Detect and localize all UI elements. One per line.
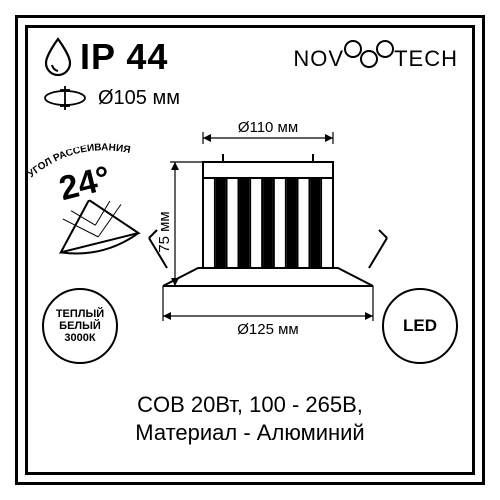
- ip-rating: IP 44: [42, 36, 168, 78]
- diagram-svg: Ø110 мм 75 мм Ø125 мм: [148, 118, 388, 368]
- brand-ring-icon: [376, 40, 394, 58]
- cutout-icon: [42, 86, 88, 110]
- spec-line2: Материал - Алюминий: [28, 419, 472, 447]
- brand-logo: NOV TECH: [293, 46, 458, 72]
- svg-text:Ø125 мм: Ø125 мм: [237, 321, 299, 338]
- spec-line1: COB 20Вт, 100 - 265В,: [28, 391, 472, 419]
- led-text: LED: [403, 316, 437, 336]
- svg-text:75 мм: 75 мм: [156, 211, 173, 252]
- fixture-diagram: Ø110 мм 75 мм Ø125 мм: [148, 118, 388, 368]
- warm-white-badge: ТЕПЛЫЙ БЕЛЫЙ 3000К: [42, 288, 118, 364]
- beam-angle: УГОЛ РАССЕИВАНИЯ 24°: [23, 134, 156, 265]
- spec-text: COB 20Вт, 100 - 265В, Материал - Алюмини…: [28, 391, 472, 446]
- warm-line2: БЕЛЫЙ: [59, 320, 101, 332]
- droplet-icon: [42, 37, 74, 77]
- cutout-spec: Ø105 мм: [42, 86, 180, 110]
- content: IP 44 NOV TECH Ø105 мм УГОЛ РАССЕИВАНИЯ …: [28, 28, 472, 472]
- warm-line1: ТЕПЛЫЙ: [56, 308, 104, 320]
- warm-line3: 3000К: [64, 332, 95, 344]
- led-badge: LED: [382, 288, 458, 364]
- svg-text:Ø110 мм: Ø110 мм: [238, 119, 298, 136]
- brand-ring-icon: [360, 50, 378, 68]
- brand-pre: NOV: [293, 46, 344, 72]
- ip-text: IP 44: [80, 36, 168, 78]
- brand-ring-icon: [344, 40, 362, 58]
- brand-post: TECH: [394, 46, 458, 72]
- cutout-value: Ø105 мм: [98, 87, 180, 110]
